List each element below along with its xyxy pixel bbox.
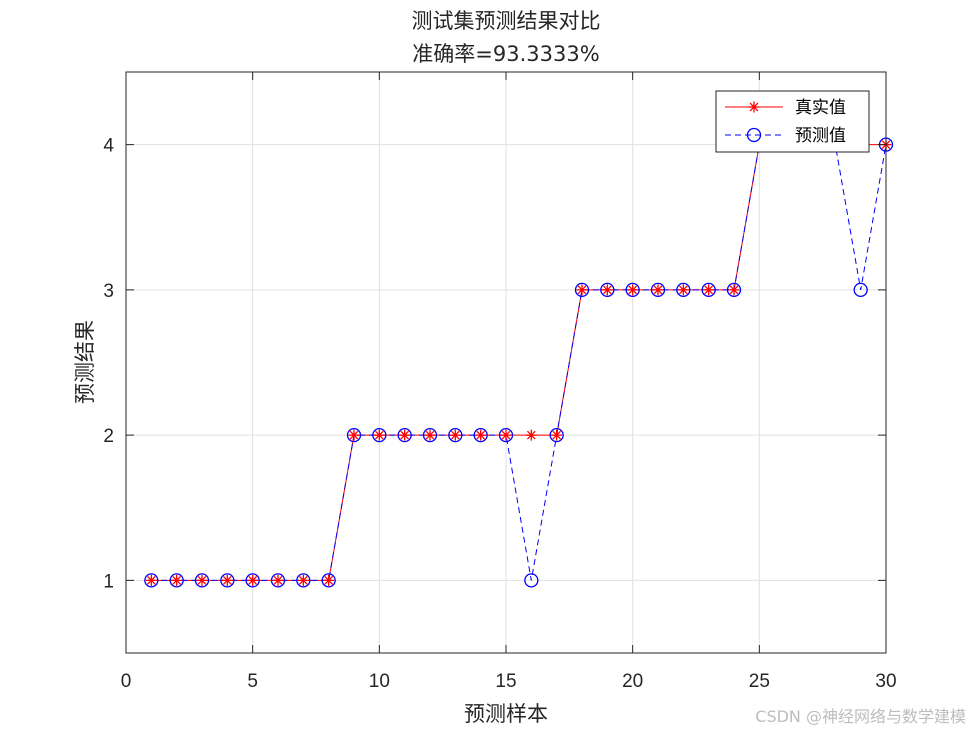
series-1-marker <box>247 574 259 586</box>
series-2-marker <box>650 282 666 298</box>
y-tick-label: 1 <box>103 571 114 592</box>
y-axis-label: 预测结果 <box>73 320 97 404</box>
series-1-marker <box>348 429 360 441</box>
legend-marker-2 <box>746 127 762 143</box>
series-2-marker <box>372 427 387 443</box>
x-tick-label: 30 <box>875 671 896 692</box>
watermark: CSDN @神经网络与数学建模 <box>755 707 966 726</box>
series-1-marker <box>449 429 461 441</box>
series-1-marker <box>601 284 613 296</box>
x-tick-label: 10 <box>369 671 390 692</box>
legend-marker-1 <box>748 101 760 113</box>
x-tick-label: 20 <box>622 671 643 692</box>
series-1-marker <box>525 429 537 441</box>
series-1-marker <box>652 284 664 296</box>
series-2-marker <box>346 427 362 443</box>
x-axis-label: 预测样本 <box>464 702 548 726</box>
series-1-marker <box>551 429 563 441</box>
legend-label-2: 预测值 <box>795 126 846 146</box>
series-1-marker <box>500 429 512 441</box>
series-2-marker <box>473 427 488 443</box>
series-2-marker <box>574 282 590 298</box>
series-1-marker <box>728 284 740 296</box>
series-1-marker <box>145 574 157 586</box>
series-1-marker <box>475 429 487 441</box>
series-2-marker <box>397 427 412 443</box>
series-1-marker <box>627 284 639 296</box>
series-2-marker <box>194 573 210 588</box>
series-1-marker <box>576 284 588 296</box>
y-tick-label: 4 <box>103 136 114 157</box>
x-tick-label: 5 <box>247 671 258 692</box>
series-2-marker <box>270 573 286 588</box>
series-1-marker <box>196 574 208 586</box>
legend-box <box>715 90 870 153</box>
y-tick-label: 3 <box>103 281 114 302</box>
series-2-marker <box>524 573 539 588</box>
ticks <box>125 72 887 653</box>
x-tick-label: 0 <box>121 671 132 692</box>
chart-title: 测试集预测结果对比 <box>412 9 601 33</box>
series-2-marker <box>676 282 691 298</box>
series-2-marker <box>600 282 615 298</box>
y-tick-label: 2 <box>103 426 114 447</box>
series-1-marker <box>221 574 233 586</box>
tick-labels: 0 5 10 15 20 25 30 1 2 3 4 <box>103 136 896 692</box>
series-1-marker <box>272 574 284 586</box>
series-2-marker <box>169 573 184 588</box>
chart-subtitle: 准确率=93.3333% <box>412 42 599 66</box>
series-2-marker <box>220 573 235 588</box>
series-2-marker <box>498 427 514 443</box>
series-2-marker <box>701 282 716 298</box>
series-2-marker <box>853 282 868 298</box>
series-markers <box>144 137 894 588</box>
series-2-marker <box>296 573 311 588</box>
series-2-marker <box>144 573 159 588</box>
series-2-marker <box>422 427 438 443</box>
grid <box>126 72 886 653</box>
legend-label-1: 真实值 <box>795 98 846 118</box>
series-1-marker <box>399 429 411 441</box>
series-2-marker <box>549 427 564 443</box>
series-1-marker <box>297 574 309 586</box>
series-2-marker <box>726 282 742 298</box>
series-2-marker <box>448 427 463 443</box>
series-1-marker <box>424 429 436 441</box>
series-2-marker <box>625 282 640 298</box>
series-1-marker <box>323 574 335 586</box>
series-1-marker <box>677 284 689 296</box>
series-1-marker <box>373 429 385 441</box>
x-tick-label: 25 <box>749 671 770 692</box>
x-tick-label: 15 <box>495 671 516 692</box>
series-2-marker <box>245 573 260 588</box>
series-1-marker <box>171 574 183 586</box>
series-1-marker <box>703 284 715 296</box>
series-2-marker <box>321 573 336 588</box>
